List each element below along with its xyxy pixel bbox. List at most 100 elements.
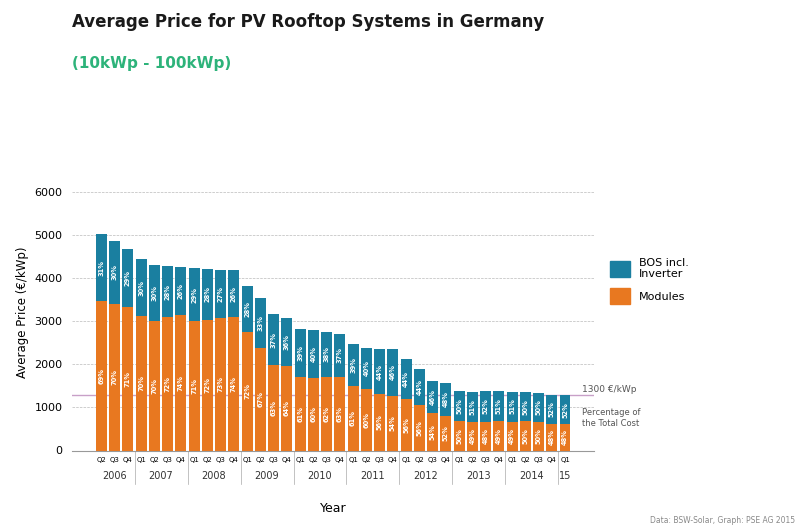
Text: 74%: 74% — [178, 375, 184, 391]
Bar — [374, 394, 385, 450]
Text: 51%: 51% — [495, 398, 501, 414]
Bar — [268, 365, 279, 450]
Text: 70%: 70% — [111, 369, 118, 385]
Bar — [387, 349, 398, 395]
Bar — [427, 381, 437, 413]
Text: 40%: 40% — [363, 360, 369, 376]
Text: 72%: 72% — [164, 376, 171, 392]
Text: 69%: 69% — [99, 368, 104, 384]
Text: 54%: 54% — [389, 415, 395, 431]
Text: 51%: 51% — [468, 399, 475, 415]
Bar — [255, 348, 265, 450]
Bar — [281, 318, 292, 366]
Text: 63%: 63% — [270, 400, 277, 416]
Text: 39%: 39% — [350, 357, 355, 373]
Bar — [519, 392, 530, 421]
Bar — [439, 383, 451, 416]
Bar — [533, 393, 543, 422]
Bar — [229, 317, 239, 450]
Bar — [229, 270, 239, 317]
Bar — [241, 286, 253, 332]
Bar — [202, 320, 213, 450]
Bar — [506, 392, 516, 421]
Text: 71%: 71% — [191, 378, 197, 394]
Text: 28%: 28% — [205, 286, 210, 302]
Text: 2014: 2014 — [519, 471, 544, 481]
Text: 70%: 70% — [152, 377, 157, 394]
Bar — [360, 348, 371, 388]
Bar — [387, 395, 398, 450]
Text: 56%: 56% — [403, 417, 408, 433]
Bar — [215, 270, 226, 319]
Bar — [162, 266, 173, 317]
Text: 2006: 2006 — [102, 471, 127, 481]
Bar — [400, 359, 411, 399]
Text: 27%: 27% — [217, 286, 224, 302]
Text: 2010: 2010 — [307, 471, 332, 481]
Bar — [96, 302, 107, 450]
Legend: BOS incl.
Inverter, Modules: BOS incl. Inverter, Modules — [610, 258, 688, 304]
Text: 61%: 61% — [297, 405, 302, 421]
Text: 72%: 72% — [244, 383, 250, 399]
Text: 31%: 31% — [99, 260, 104, 276]
Bar — [123, 249, 133, 307]
Bar — [545, 394, 557, 423]
Text: 44%: 44% — [415, 378, 422, 395]
Text: 63%: 63% — [337, 406, 342, 422]
Bar — [307, 330, 318, 378]
Bar — [268, 314, 279, 365]
Bar — [109, 304, 120, 450]
Bar — [480, 391, 490, 422]
Text: 33%: 33% — [257, 315, 263, 331]
Text: 67%: 67% — [257, 392, 263, 408]
Text: 2012: 2012 — [413, 471, 438, 481]
Text: 2011: 2011 — [360, 471, 385, 481]
Text: 2013: 2013 — [466, 471, 491, 481]
Bar — [519, 421, 530, 450]
Bar — [176, 267, 186, 315]
Bar — [149, 321, 160, 450]
Bar — [453, 421, 464, 450]
Bar — [480, 422, 490, 450]
Bar — [506, 421, 516, 450]
Text: 46%: 46% — [429, 389, 435, 405]
Bar — [439, 416, 451, 450]
Text: 48%: 48% — [548, 429, 554, 445]
Bar — [307, 378, 318, 450]
Text: 29%: 29% — [125, 270, 131, 286]
Text: Average Price for PV Rooftop Systems in Germany: Average Price for PV Rooftop Systems in … — [72, 13, 544, 31]
Text: 44%: 44% — [376, 364, 382, 379]
Bar — [492, 421, 504, 450]
Bar — [321, 377, 332, 450]
Bar — [202, 269, 213, 320]
Bar — [559, 424, 569, 450]
Bar — [109, 241, 120, 304]
Text: 50%: 50% — [521, 428, 528, 444]
Text: 73%: 73% — [217, 376, 224, 393]
Bar — [176, 315, 186, 450]
Bar — [136, 259, 147, 316]
Bar — [241, 332, 253, 450]
Text: 37%: 37% — [337, 347, 342, 364]
Bar — [347, 344, 358, 386]
Text: 49%: 49% — [495, 428, 501, 444]
Text: 15: 15 — [558, 471, 570, 481]
Text: 44%: 44% — [403, 371, 408, 387]
Text: 46%: 46% — [389, 364, 395, 380]
Text: 49%: 49% — [508, 428, 514, 444]
Bar — [294, 377, 306, 450]
Bar — [294, 330, 306, 377]
Bar — [413, 405, 424, 450]
Bar — [400, 399, 411, 450]
Bar — [136, 316, 147, 450]
Text: 28%: 28% — [244, 301, 250, 317]
Text: 61%: 61% — [350, 410, 355, 426]
Text: 36%: 36% — [284, 334, 290, 350]
Text: 2008: 2008 — [201, 471, 226, 481]
Text: 52%: 52% — [561, 402, 567, 418]
Text: 40%: 40% — [310, 346, 316, 362]
Bar — [215, 319, 226, 450]
Text: 30%: 30% — [152, 285, 157, 301]
Bar — [360, 388, 371, 450]
Text: 52%: 52% — [548, 401, 554, 417]
